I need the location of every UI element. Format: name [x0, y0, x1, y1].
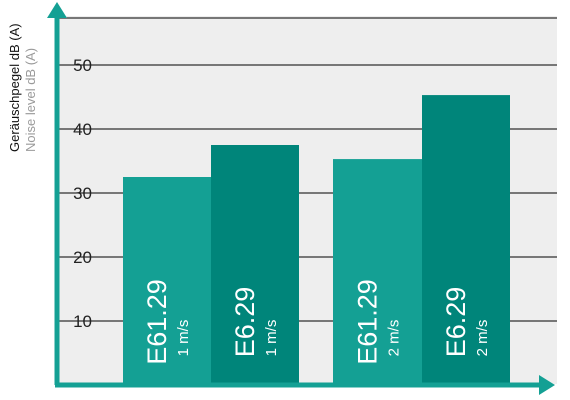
y-tick-labels: 10 20 30 40 50 — [73, 56, 92, 331]
bar-labels: E61.29 1 m/s E6.29 1 m/s E61.29 2 m/s E6.29 2 m… — [142, 279, 491, 365]
bars — [123, 95, 510, 385]
y-tick-label: 50 — [73, 56, 92, 75]
bar-name-label: E61.29 — [353, 279, 383, 365]
bar-speed-label: 1 m/s — [263, 320, 280, 357]
bar — [422, 95, 510, 385]
y-tick-label: 40 — [73, 120, 92, 139]
bar-speed-label: 2 m/s — [386, 320, 403, 357]
y-axis-arrow-icon — [47, 2, 67, 18]
bar — [333, 159, 422, 385]
x-axis-arrow-icon — [539, 375, 555, 395]
bar-name-label: E61.29 — [142, 279, 172, 365]
bar — [211, 145, 299, 385]
bar-name-label: E6.29 — [441, 287, 471, 358]
y-axis-label-english: Noise level dB (A) — [23, 48, 38, 152]
bar-speed-label: 2 m/s — [474, 320, 491, 357]
bar — [123, 177, 211, 385]
y-tick-label: 10 — [73, 312, 92, 331]
y-axis-label-german: Geräuschpegel dB (A) — [7, 23, 22, 152]
bar-name-label: E6.29 — [230, 287, 260, 358]
y-tick-label: 20 — [73, 248, 92, 267]
y-tick-label: 30 — [73, 184, 92, 203]
bar-speed-label: 1 m/s — [175, 320, 192, 357]
